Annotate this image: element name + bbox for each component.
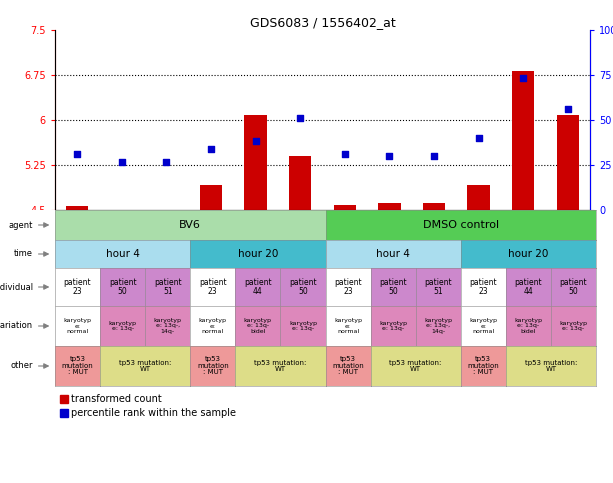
Text: karyotyp
e:
normal: karyotyp e: normal (199, 318, 227, 334)
Point (162, 158, 172, 166)
Bar (467, 185, 490, 210)
Bar (60, 409, 68, 417)
Text: tp53
mutation
: MUT: tp53 mutation : MUT (332, 356, 364, 375)
Bar (245, 115, 267, 210)
Text: BV6: BV6 (180, 220, 201, 230)
Text: patient
23: patient 23 (470, 278, 497, 297)
Point (206, 145, 216, 153)
Point (429, 152, 439, 160)
Point (518, 74, 528, 82)
Text: patient
44: patient 44 (244, 278, 272, 297)
Text: patient
50: patient 50 (560, 278, 587, 297)
Bar (60, 395, 68, 403)
Text: agent: agent (9, 221, 33, 229)
Text: patient
23: patient 23 (199, 278, 227, 297)
Text: karyotyp
e: 13q-
bidel: karyotyp e: 13q- bidel (514, 318, 543, 334)
Point (474, 134, 484, 142)
Point (117, 158, 127, 166)
Text: patient
51: patient 51 (424, 278, 452, 297)
Text: other: other (10, 361, 33, 370)
Text: patient
50: patient 50 (289, 278, 317, 297)
Text: tp53
mutation
: MUT: tp53 mutation : MUT (62, 356, 93, 375)
Text: karyotyp
e:
normal: karyotyp e: normal (470, 318, 497, 334)
Text: transformed count: transformed count (71, 394, 162, 404)
Text: karyotyp
e: 13q-,
14q-: karyotyp e: 13q-, 14q- (154, 318, 181, 334)
Text: karyotyp
e: 13q-: karyotyp e: 13q- (289, 321, 317, 331)
Text: tp53 mutation:
WT: tp53 mutation: WT (525, 360, 577, 372)
Text: hour 20: hour 20 (238, 249, 278, 259)
Bar (66, 206, 88, 210)
Text: karyotyp
e: 13q-: karyotyp e: 13q- (560, 321, 587, 331)
Text: karyotyp
e:
normal: karyotyp e: normal (64, 318, 91, 334)
Text: individual: individual (0, 283, 33, 292)
Bar (512, 71, 535, 210)
Text: tp53 mutation:
WT: tp53 mutation: WT (119, 360, 172, 372)
Title: GDS6083 / 1556402_at: GDS6083 / 1556402_at (249, 16, 395, 29)
Text: tp53
mutation
: MUT: tp53 mutation : MUT (468, 356, 499, 375)
Point (295, 114, 305, 122)
Text: percentile rank within the sample: percentile rank within the sample (71, 408, 236, 418)
Point (72, 150, 82, 158)
Bar (200, 185, 222, 210)
Text: hour 4: hour 4 (376, 249, 410, 259)
Bar (111, 210, 133, 211)
Bar (423, 203, 445, 210)
Text: time: time (14, 250, 33, 258)
Text: karyotyp
e: 13q-: karyotyp e: 13q- (379, 321, 407, 331)
Text: genotype/variation: genotype/variation (0, 322, 33, 330)
Text: karyotyp
e: 13q-
bidel: karyotyp e: 13q- bidel (244, 318, 272, 334)
Text: patient
44: patient 44 (514, 278, 542, 297)
Text: hour 4: hour 4 (105, 249, 140, 259)
Point (340, 150, 349, 158)
Bar (557, 115, 579, 210)
Text: karyotyp
e:
normal: karyotyp e: normal (334, 318, 362, 334)
Text: patient
51: patient 51 (154, 278, 181, 297)
Text: patient
23: patient 23 (64, 278, 91, 297)
Bar (333, 205, 356, 210)
Text: karyotyp
e: 13q-: karyotyp e: 13q- (109, 321, 137, 331)
Point (384, 152, 394, 160)
Text: karyotyp
e: 13q-,
14q-: karyotyp e: 13q-, 14q- (424, 318, 452, 334)
Text: DMSO control: DMSO control (423, 220, 499, 230)
Point (563, 105, 573, 113)
Text: hour 20: hour 20 (508, 249, 549, 259)
Bar (289, 156, 311, 210)
Text: patient
50: patient 50 (379, 278, 407, 297)
Bar (378, 203, 400, 210)
Text: tp53
mutation
: MUT: tp53 mutation : MUT (197, 356, 229, 375)
Point (251, 137, 261, 145)
Text: tp53 mutation:
WT: tp53 mutation: WT (254, 360, 306, 372)
Text: patient
50: patient 50 (109, 278, 137, 297)
Text: tp53 mutation:
WT: tp53 mutation: WT (389, 360, 442, 372)
Text: patient
23: patient 23 (334, 278, 362, 297)
